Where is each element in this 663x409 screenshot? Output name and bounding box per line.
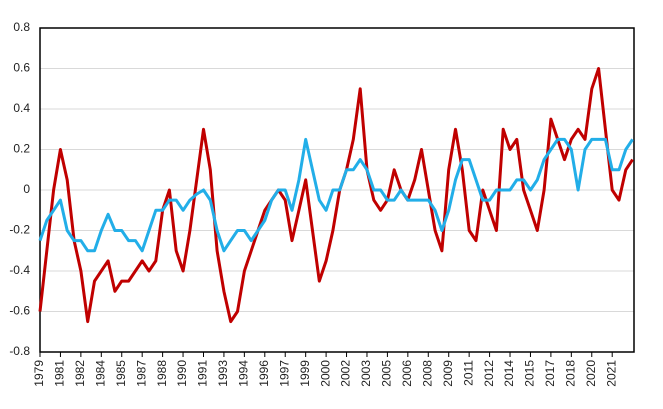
y-tick-label: 0.8 [13,20,30,34]
x-tick-label: 2008 [420,360,434,387]
y-tick-label: -0.8 [9,344,30,358]
y-tick-label: -0.4 [9,263,30,277]
x-tick-label: 1988 [155,360,169,387]
x-tick-label: 2012 [482,360,496,387]
x-tick-label: 2009 [441,360,455,387]
x-tick-label: 2000 [318,360,332,387]
x-tick-label: 1981 [53,360,67,387]
x-tick-label: 1994 [237,360,251,387]
x-tick-label: 2021 [604,360,618,387]
x-tick-label: 2020 [584,360,598,387]
x-tick-label: 1993 [216,360,230,387]
x-tick-label: 2003 [359,360,373,387]
x-tick-label: 2005 [380,360,394,387]
x-tick-label: 2006 [400,360,414,387]
y-tick-label: 0.6 [13,61,30,75]
x-tick-label: 1996 [257,360,271,387]
y-tick-label: 0 [23,182,30,196]
plot-border [39,27,635,353]
x-tick-label: 1982 [73,360,87,387]
y-tick-label: 0.4 [13,101,30,115]
x-tick-label: 2002 [339,360,353,387]
x-tick-label: 1990 [175,360,189,387]
y-tick-label: -0.6 [9,304,30,318]
x-tick-label: 1991 [196,360,210,387]
x-tick-label: 2018 [564,360,578,387]
y-tick-label: 0.2 [13,142,30,156]
series-line [38,137,634,253]
x-tick-label: 2011 [461,360,475,386]
x-tick-label: 1997 [277,360,291,387]
x-tick-label: 1979 [32,360,46,387]
y-tick-label: -0.2 [9,223,30,237]
x-tick-label: 1987 [134,360,148,387]
x-tick-label: 1984 [93,360,107,387]
x-tick-label: 1985 [114,360,128,387]
x-tick-label: 2014 [502,360,516,387]
series-line [38,67,634,324]
x-tick-label: 2015 [523,360,537,387]
x-tick-label: 2017 [543,360,557,387]
x-tick-label: 1999 [298,360,312,387]
